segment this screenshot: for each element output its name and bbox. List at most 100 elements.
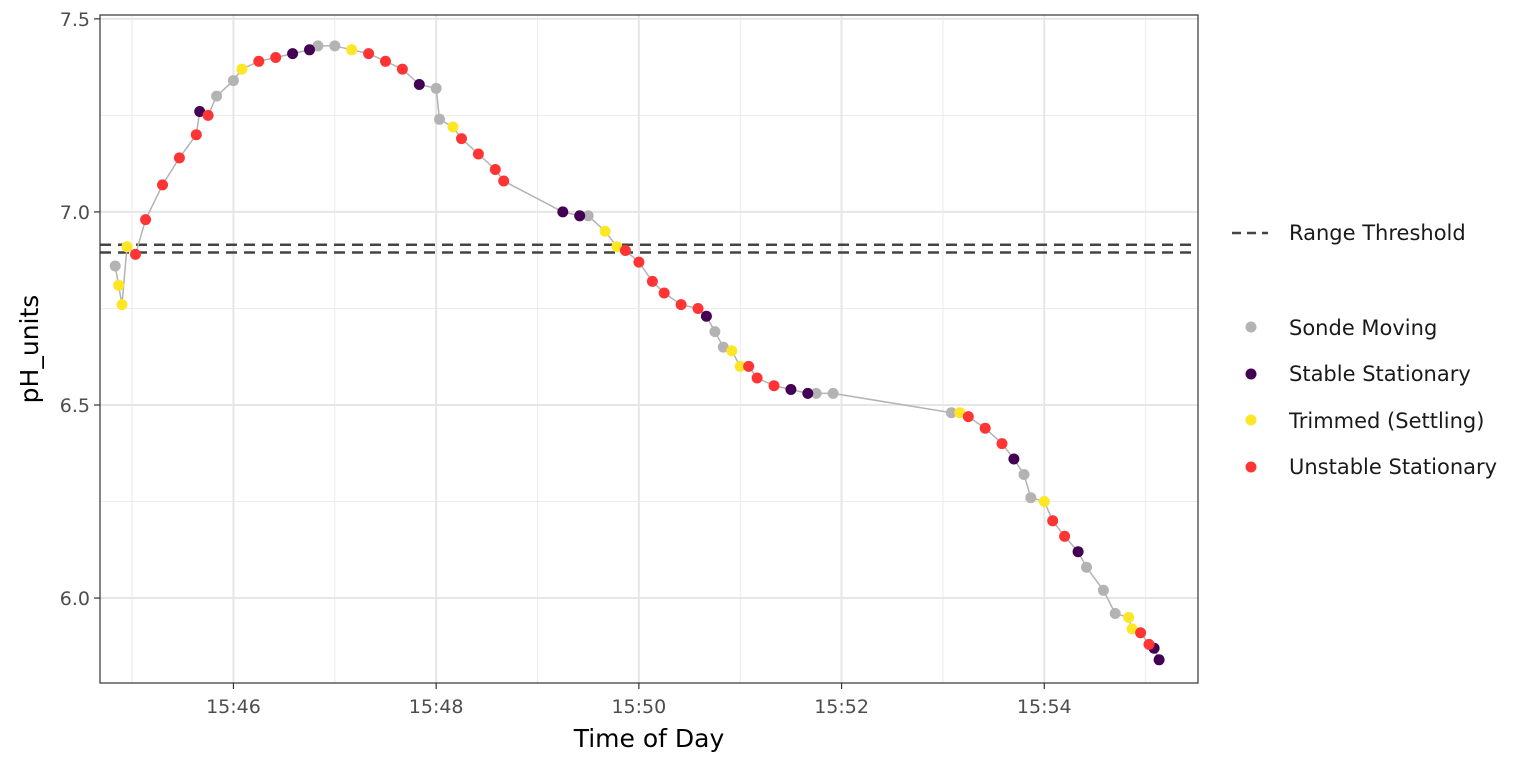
data-point [785, 384, 797, 395]
data-point [802, 387, 814, 399]
grid [100, 15, 1198, 683]
series-trimmed-settling [113, 44, 1138, 635]
x-tick-label: 15:54 [1017, 696, 1072, 718]
data-point [599, 225, 611, 237]
data-point [1059, 530, 1071, 542]
data-point [211, 90, 223, 102]
data-point [962, 411, 974, 423]
y-tick-label: 7.5 [60, 9, 90, 31]
data-point [675, 299, 687, 311]
x-axis-title: Time of Day [573, 724, 725, 753]
data-point [472, 148, 484, 160]
legend-label-sonde-moving: Sonde Moving [1289, 316, 1437, 340]
data-point [157, 179, 168, 191]
data-point [430, 82, 442, 94]
legend-label-stable-stationary: Stable Stationary [1289, 362, 1471, 386]
data-point [130, 248, 141, 260]
data-point [236, 63, 248, 75]
x-tick-label: 15:52 [814, 696, 869, 718]
data-point [1047, 515, 1059, 527]
legend: Range Threshold Sonde Moving Stable Stat… [1232, 221, 1497, 479]
data-point [1038, 496, 1050, 507]
data-point [109, 260, 121, 272]
data-point [456, 133, 467, 145]
plot-panel-border [99, 14, 1199, 684]
y-tick-label: 7.0 [60, 202, 90, 224]
plot-background [100, 15, 1198, 683]
data-point [173, 152, 185, 164]
x-tick-label: 15:46 [206, 696, 261, 718]
data-point [312, 40, 324, 52]
data-point [413, 79, 425, 90]
data-point [709, 326, 721, 338]
data-point [1126, 623, 1138, 635]
data-point [751, 372, 763, 384]
data-point [582, 210, 594, 222]
data-point [574, 210, 586, 222]
data-point [498, 175, 510, 187]
data-point [1072, 546, 1084, 558]
data-point [1097, 584, 1109, 596]
data-point [700, 310, 712, 322]
data-path [114, 45, 1160, 661]
data-point [202, 109, 214, 121]
series-stable-stationary [194, 44, 1165, 666]
data-point [611, 241, 623, 253]
data-point [1025, 492, 1037, 504]
data-point [116, 299, 128, 311]
data-point [743, 360, 755, 372]
data-point [768, 380, 780, 392]
y-tick-label: 6.5 [60, 395, 90, 417]
x-tick-label: 15:50 [611, 696, 666, 718]
data-point [1018, 469, 1030, 480]
legend-key-sonde-moving [1245, 321, 1257, 333]
data-point [1153, 654, 1165, 666]
data-point [287, 48, 299, 60]
data-point [363, 48, 375, 60]
legend-label-trimmed-settling: Trimmed (Settling) [1288, 409, 1484, 433]
data-point [658, 287, 670, 299]
legend-label-range-threshold: Range Threshold [1289, 221, 1466, 245]
data-point [646, 275, 658, 287]
data-point [954, 407, 966, 419]
data-point [1135, 627, 1147, 639]
data-point [717, 341, 729, 353]
data-point [447, 121, 459, 133]
series-sonde-moving [109, 40, 1121, 619]
data-point [996, 438, 1008, 450]
data-point [434, 113, 445, 125]
data-point [346, 44, 358, 56]
data-point [633, 256, 645, 268]
range-threshold-lines [100, 243, 1198, 254]
data-point [489, 164, 501, 175]
data-point [1081, 561, 1092, 573]
data-point [1123, 611, 1135, 623]
data-point [380, 55, 391, 67]
axis-ticks: 15:46 15:48 15:50 15:52 15:54 6.0 6.5 7.0 7.5 [60, 9, 1072, 718]
data-trace-line [114, 45, 1160, 661]
y-axis-title: pH_units [15, 295, 44, 404]
data-point [329, 40, 341, 52]
legend-key-stable-stationary [1245, 368, 1257, 380]
data-point [1143, 638, 1155, 650]
data-point [194, 106, 206, 117]
x-tick-label: 15:48 [409, 696, 464, 718]
data-point [304, 44, 315, 56]
data-point [692, 303, 704, 314]
data-point [113, 279, 125, 291]
data-point [121, 241, 133, 253]
data-points [109, 40, 1165, 666]
data-point [726, 345, 738, 357]
data-point [227, 75, 239, 87]
data-point [979, 422, 991, 434]
legend-key-trimmed-settling [1245, 414, 1257, 426]
data-point [734, 360, 746, 372]
data-point [557, 206, 569, 218]
series-unstable-stationary [130, 48, 1155, 650]
data-point [1008, 453, 1020, 465]
data-point [827, 387, 839, 399]
legend-label-unstable-stationary: Unstable Stationary [1289, 455, 1497, 479]
data-point [253, 55, 265, 67]
data-point [945, 407, 957, 419]
